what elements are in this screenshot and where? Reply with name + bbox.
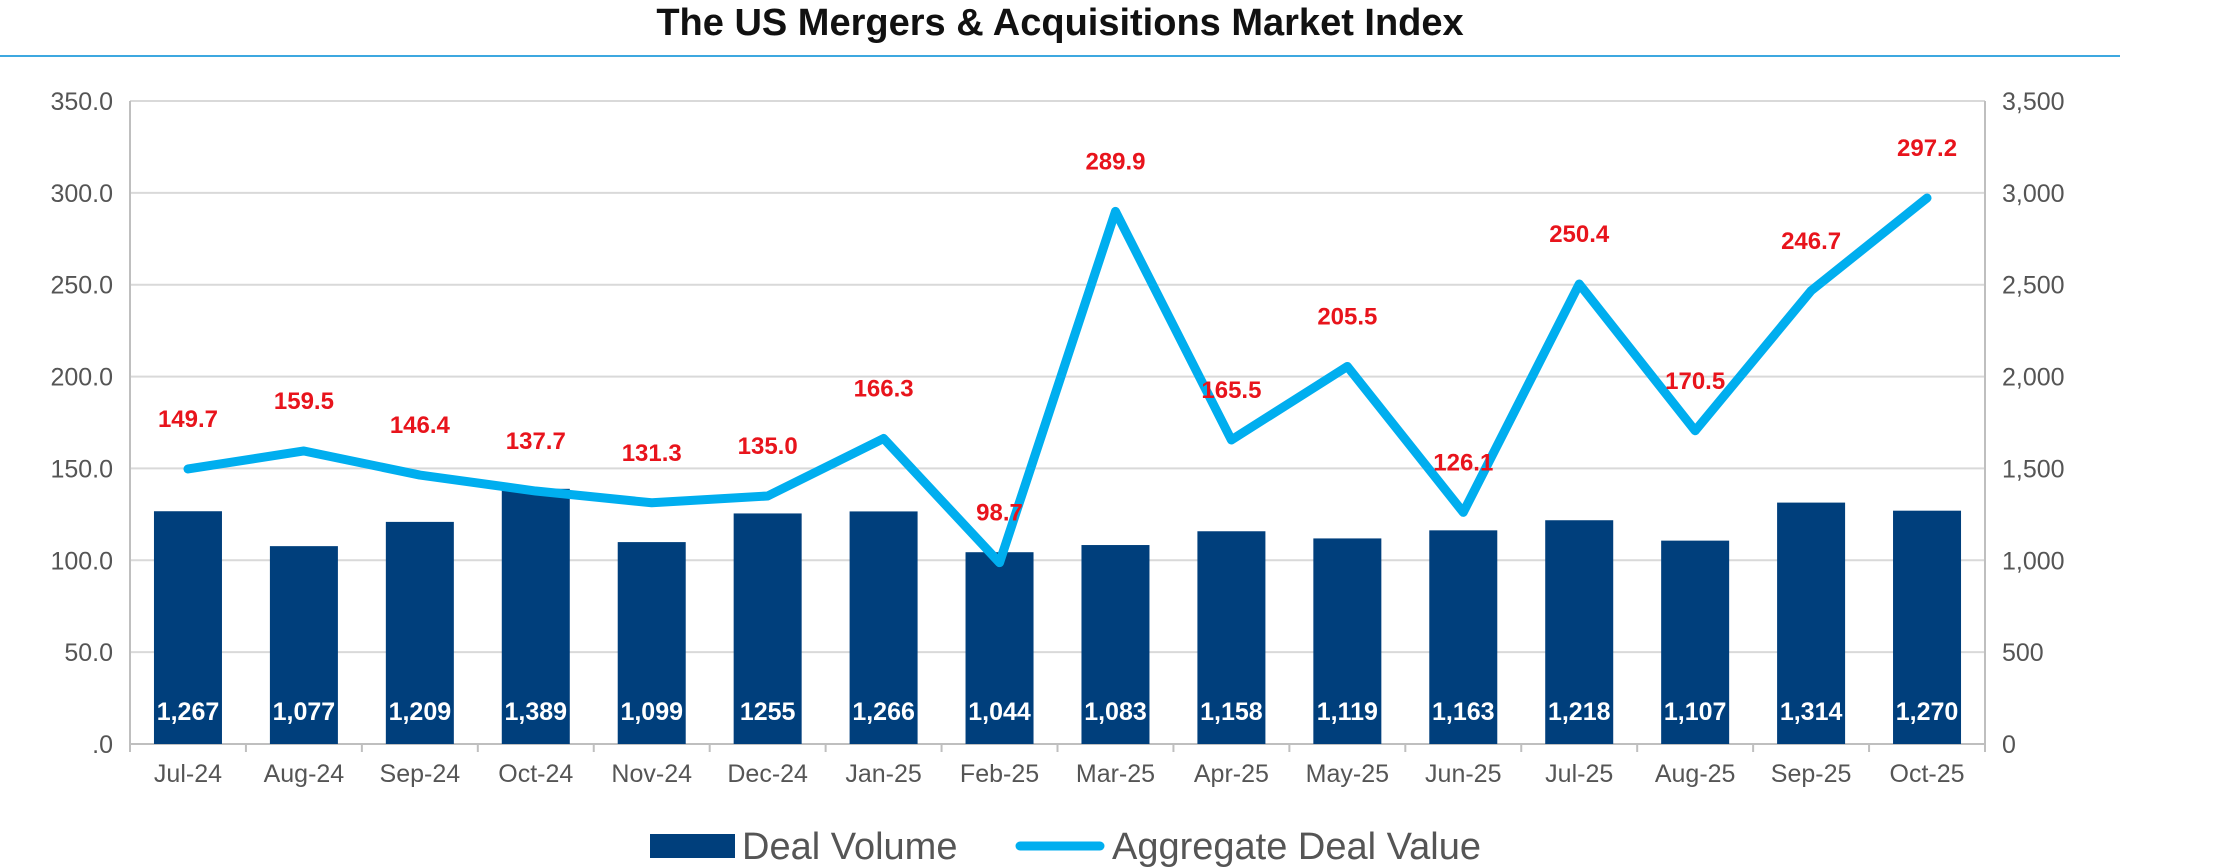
left-axis-tick: 50.0 [64,639,113,667]
right-axis-tick: 1,500 [2002,455,2065,483]
bar-deal-volume [849,511,918,744]
x-axis-tick: Dec-24 [727,760,808,788]
left-axis-ticks: .0 50.0 100.0 150.0 200.0 250.0 300.0 350.0 [50,88,113,759]
aggregate-value-line [183,193,1932,568]
data-label-aggregate-deal-value: 289.9 [1085,148,1145,175]
data-label-aggregate-deal-value: 159.5 [274,388,334,415]
bar-label-deal-volume: 1,389 [505,698,568,726]
bar-label-deal-volume: 1,107 [1664,698,1727,726]
data-label-aggregate-deal-value: 166.3 [854,375,914,402]
bar-deal-volume [385,521,454,744]
x-axis-tick: Oct-25 [1890,760,1965,788]
bar-deal-volume [617,542,686,744]
bar-deal-volume [1313,538,1382,744]
left-axis-tick: 300.0 [50,180,113,208]
bar-deal-volume [153,511,222,744]
data-label-aggregate-deal-value: 170.5 [1665,368,1725,395]
x-axis-tick: Sep-25 [1771,760,1852,788]
data-label-aggregate-deal-value: 126.1 [1433,449,1493,476]
bar-label-deal-volume: 1,209 [389,698,452,726]
x-axis-tick: Jan-25 [845,760,921,788]
deal-volume-labels: 1,267 1,077 1,209 1,389 1,099 1255 1,266 1,044 1… [157,698,1959,726]
bar-deal-volume [1545,520,1614,744]
left-axis-tick: 200.0 [50,364,113,392]
data-label-aggregate-deal-value: 246.7 [1781,228,1841,255]
title-divider [0,55,2120,57]
bar-label-deal-volume: 1,119 [1317,698,1378,726]
line-aggregate-deal-value [183,193,1932,568]
data-label-aggregate-deal-value: 250.4 [1549,221,1610,248]
left-axis-tick: 250.0 [50,272,113,300]
x-axis-tick: Jun-25 [1425,760,1501,788]
bar-label-deal-volume: 1,163 [1432,698,1495,726]
right-axis-tick: 2,000 [2002,364,2065,392]
bar-deal-volume [965,552,1034,744]
right-axis-tick: 1,000 [2002,547,2065,575]
bar-deal-volume [1661,540,1730,744]
legend: Deal Volume Aggregate Deal Value [650,826,1481,867]
data-label-aggregate-deal-value: 165.5 [1201,377,1261,404]
bar-label-deal-volume: 1255 [740,698,796,726]
data-label-aggregate-deal-value: 205.5 [1317,303,1377,330]
x-axis-tick: Nov-24 [611,760,692,788]
bar-deal-volume [1777,502,1846,744]
deal-volume-bars [153,488,1962,744]
bar-label-deal-volume: 1,270 [1896,698,1959,726]
bar-label-deal-volume: 1,314 [1780,698,1843,726]
bar-label-deal-volume: 1,044 [968,698,1031,726]
x-axis-tick: Apr-25 [1194,760,1269,788]
x-axis-tick: Jul-24 [154,760,222,788]
legend-swatch-deal-volume [650,834,735,858]
left-axis-tick: 100.0 [50,547,113,575]
bar-label-deal-volume: 1,218 [1548,698,1611,726]
right-axis-tick: 3,500 [2002,88,2065,116]
bar-label-deal-volume: 1,266 [852,698,915,726]
bar-label-deal-volume: 1,083 [1084,698,1147,726]
data-label-aggregate-deal-value: 137.7 [506,428,566,455]
x-axis-tick: May-25 [1306,760,1389,788]
left-axis-tick: 150.0 [50,455,113,483]
bar-label-deal-volume: 1,077 [273,698,336,726]
bar-label-deal-volume: 1,158 [1200,698,1263,726]
data-label-aggregate-deal-value: 146.4 [390,412,451,439]
bar-deal-volume [1197,531,1266,744]
bar-deal-volume [1429,530,1498,744]
data-label-aggregate-deal-value: 149.7 [158,406,218,433]
legend-label-aggregate-value: Aggregate Deal Value [1112,826,1481,867]
bar-deal-volume [1081,545,1150,744]
data-label-aggregate-deal-value: 98.7 [976,500,1023,527]
data-label-aggregate-deal-value: 131.3 [622,440,682,467]
bar-label-deal-volume: 1,099 [620,698,683,726]
x-axis-tick: Aug-24 [264,760,345,788]
x-axis-tick: Oct-24 [498,760,573,788]
bar-deal-volume [501,488,570,744]
data-label-aggregate-deal-value: 297.2 [1897,135,1957,162]
left-axis-tick: 350.0 [50,88,113,116]
right-axis-ticks: 0 500 1,000 1,500 2,000 2,500 3,000 3,500 [2002,88,2065,759]
bar-deal-volume [269,546,338,744]
bar-deal-volume [733,513,802,744]
x-axis-tick: Aug-25 [1655,760,1736,788]
right-axis-tick: 3,000 [2002,180,2065,208]
bar-deal-volume [1893,510,1962,744]
aggregate-value-labels: 149.7 159.5 146.4 137.7 131.3 135.0 166.3 98.7 2… [158,135,1957,527]
right-axis-tick: 500 [2002,639,2044,667]
x-axis-tick: Feb-25 [960,760,1039,788]
x-axis-tick: Sep-24 [380,760,461,788]
x-axis-tick: Jul-25 [1545,760,1613,788]
chart-title: The US Mergers & Acquisitions Market Ind… [656,2,1464,44]
right-axis-tick: 0 [2002,731,2016,759]
data-label-aggregate-deal-value: 135.0 [738,433,798,460]
right-axis-tick: 2,500 [2002,272,2065,300]
x-axis-tick: Mar-25 [1076,760,1155,788]
bar-label-deal-volume: 1,267 [157,698,220,726]
left-axis-tick: .0 [92,731,113,759]
legend-label-deal-volume: Deal Volume [742,826,957,867]
x-axis-ticks: Jul-24 Aug-24 Sep-24 Oct-24 Nov-24 Dec-24 Jan-… [129,744,1986,788]
